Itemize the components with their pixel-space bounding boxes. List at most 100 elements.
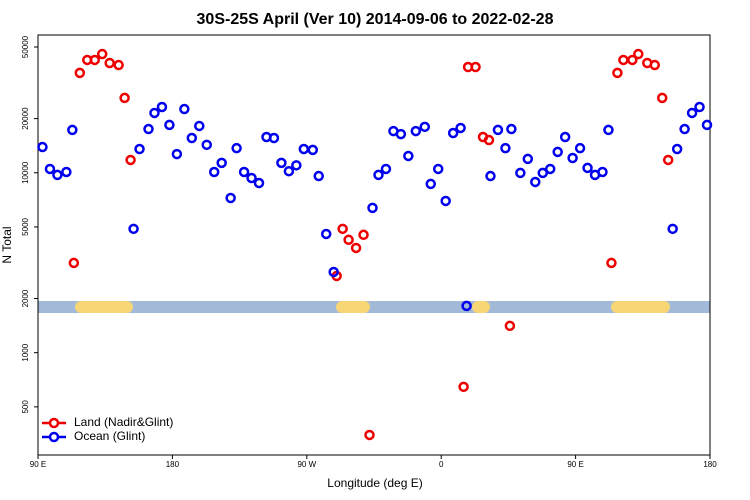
- point: [506, 123, 517, 135]
- point: [156, 101, 168, 113]
- point: [627, 54, 638, 66]
- point: [515, 167, 526, 179]
- y-tick-label: 500: [21, 400, 30, 414]
- y-axis-label: N Total: [0, 226, 14, 263]
- point: [283, 165, 295, 177]
- point: [530, 176, 541, 188]
- chart-title: 30S-25S April (Ver 10) 2014-09-06 to 202…: [197, 11, 554, 28]
- point: [649, 59, 660, 71]
- point: [504, 320, 516, 332]
- point: [492, 124, 504, 136]
- point: [276, 157, 287, 169]
- point: [537, 167, 548, 179]
- point: [291, 160, 302, 171]
- x-tick-label: 0: [439, 460, 444, 469]
- y-tick-label: 5000: [21, 217, 30, 235]
- land-strip: [75, 301, 133, 313]
- point: [432, 163, 444, 175]
- x-tick-label: 90 E: [567, 460, 583, 469]
- point: [656, 92, 668, 104]
- y-tick-label: 2000: [21, 289, 30, 307]
- point: [458, 381, 469, 393]
- point: [208, 166, 220, 178]
- point: [119, 92, 130, 104]
- surface-strip: [38, 301, 710, 313]
- point: [89, 54, 100, 66]
- point: [662, 154, 674, 166]
- point: [373, 169, 384, 181]
- point: [37, 141, 48, 153]
- point: [231, 142, 242, 154]
- point: [225, 192, 236, 204]
- land-strip: [336, 301, 370, 313]
- x-tick-label: 90 W: [297, 460, 316, 469]
- point: [455, 122, 466, 134]
- point: [618, 54, 629, 66]
- point: [403, 150, 414, 162]
- point: [500, 142, 511, 154]
- point: [337, 223, 348, 235]
- point: [447, 127, 459, 139]
- point: [667, 223, 678, 235]
- point: [380, 163, 392, 175]
- point: [633, 48, 644, 60]
- y-tick-label: 50000: [21, 35, 30, 58]
- point: [298, 143, 310, 155]
- point: [367, 202, 378, 214]
- point: [125, 154, 136, 166]
- point: [597, 166, 608, 178]
- point: [149, 107, 160, 119]
- point: [313, 170, 324, 182]
- point: [567, 152, 578, 164]
- point: [238, 166, 250, 178]
- land-strip: [611, 301, 670, 313]
- point: [425, 178, 436, 190]
- point: [440, 195, 451, 207]
- point: [96, 48, 108, 60]
- legend-marker: [48, 417, 60, 429]
- point: [328, 266, 339, 278]
- legend-label: Land (Nadir&Glint): [74, 415, 173, 429]
- point: [419, 121, 431, 133]
- point: [134, 143, 145, 155]
- point: [701, 119, 713, 131]
- point: [694, 101, 705, 113]
- point: [612, 67, 623, 79]
- point: [246, 172, 257, 184]
- plot-frame: [37, 34, 711, 456]
- point: [128, 223, 139, 235]
- point: [350, 242, 362, 254]
- point: [470, 61, 481, 73]
- point: [364, 429, 375, 441]
- point: [307, 144, 319, 156]
- point: [61, 166, 72, 178]
- point: [582, 162, 593, 174]
- x-tick-label: 90 E: [30, 460, 46, 469]
- point: [395, 128, 407, 140]
- point: [552, 146, 563, 158]
- point: [164, 119, 175, 131]
- point: [606, 257, 617, 269]
- point: [522, 153, 534, 165]
- point: [113, 59, 124, 71]
- point: [483, 134, 495, 146]
- land-strip: [472, 301, 490, 313]
- y-tick-label: 10000: [21, 161, 30, 184]
- y-tick-label: 1000: [21, 343, 30, 361]
- point: [268, 132, 280, 144]
- point: [358, 229, 369, 241]
- x-tick-label: 180: [166, 460, 180, 469]
- point: [574, 142, 586, 154]
- point: [104, 57, 115, 69]
- point: [201, 139, 212, 151]
- legend-label: Ocean (Glint): [74, 429, 145, 443]
- point: [320, 228, 332, 240]
- point: [544, 163, 556, 175]
- point: [686, 107, 698, 119]
- ocean-strip: [38, 301, 710, 313]
- y-tick-label: 20000: [21, 107, 30, 130]
- point: [143, 123, 154, 135]
- point: [343, 234, 354, 246]
- point: [679, 123, 690, 135]
